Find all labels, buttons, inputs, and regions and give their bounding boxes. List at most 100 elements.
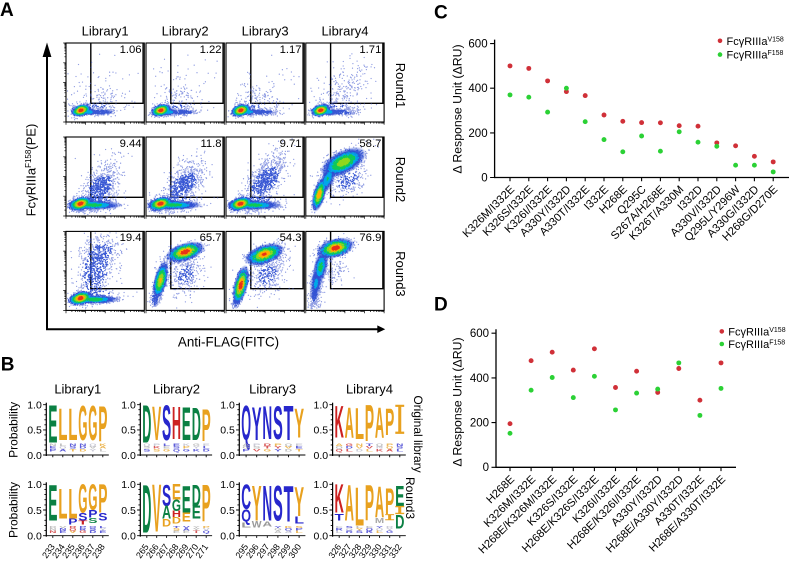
svg-text:A: A bbox=[285, 530, 293, 534]
svg-text:E: E bbox=[183, 530, 190, 534]
svg-text:Probability: Probability bbox=[6, 482, 20, 538]
svg-text:G: G bbox=[386, 530, 394, 534]
svg-text:V: V bbox=[356, 445, 363, 449]
svg-text:R: R bbox=[69, 525, 77, 529]
svg-text:N: N bbox=[79, 443, 86, 447]
svg-text:0.0: 0.0 bbox=[313, 450, 328, 462]
svg-text:D: D bbox=[142, 395, 151, 455]
svg-text:P: P bbox=[253, 443, 261, 447]
svg-text:N: N bbox=[262, 475, 272, 532]
svg-text:L: L bbox=[99, 525, 107, 529]
svg-text:600: 600 bbox=[470, 328, 489, 340]
svg-text:S: S bbox=[98, 511, 107, 524]
svg-text:0.5: 0.5 bbox=[27, 425, 42, 437]
svg-text:N: N bbox=[49, 530, 56, 534]
svg-text:L: L bbox=[396, 448, 404, 452]
svg-text:L: L bbox=[241, 521, 252, 529]
svg-text:G: G bbox=[88, 397, 97, 451]
svg-text:S: S bbox=[273, 397, 283, 450]
svg-text:D: D bbox=[162, 517, 172, 530]
svg-text:P: P bbox=[365, 473, 374, 531]
svg-text:L: L bbox=[203, 445, 211, 449]
svg-text:A: A bbox=[336, 443, 344, 447]
svg-text:E: E bbox=[395, 481, 404, 513]
svg-text:Library2: Library2 bbox=[153, 382, 200, 397]
svg-text:E: E bbox=[59, 530, 66, 534]
svg-text:S: S bbox=[153, 448, 160, 452]
svg-text:A: A bbox=[262, 520, 273, 528]
svg-text:E: E bbox=[99, 530, 106, 534]
svg-text:D: D bbox=[356, 448, 364, 452]
svg-text:A: A bbox=[183, 528, 191, 532]
svg-text:R: R bbox=[386, 525, 394, 529]
svg-text:P: P bbox=[88, 508, 97, 521]
svg-text:9.44: 9.44 bbox=[120, 138, 142, 150]
svg-text:Library3: Library3 bbox=[249, 382, 296, 397]
svg-text:A: A bbox=[0, 0, 14, 21]
svg-text:V: V bbox=[152, 398, 161, 451]
svg-text:G: G bbox=[172, 497, 181, 515]
svg-text:L: L bbox=[58, 398, 67, 449]
svg-text:Q: Q bbox=[203, 530, 210, 534]
svg-text:K: K bbox=[285, 525, 294, 529]
svg-text:Δ Response Unit (ΔRU): Δ Response Unit (ΔRU) bbox=[451, 337, 465, 466]
svg-text:600: 600 bbox=[468, 39, 487, 51]
svg-text:S: S bbox=[273, 475, 283, 532]
svg-text:L: L bbox=[346, 448, 354, 452]
svg-text:P: P bbox=[386, 443, 393, 447]
svg-text:S: S bbox=[88, 516, 97, 524]
svg-text:R: R bbox=[79, 528, 87, 532]
svg-text:0.0: 0.0 bbox=[220, 450, 235, 462]
svg-text:P: P bbox=[274, 443, 282, 447]
svg-text:G: G bbox=[79, 530, 86, 534]
svg-text:E: E bbox=[49, 445, 56, 449]
svg-text:L: L bbox=[163, 443, 171, 447]
svg-text:T: T bbox=[284, 397, 294, 451]
svg-text:K: K bbox=[183, 443, 191, 447]
svg-text:G: G bbox=[88, 477, 97, 518]
svg-text:L: L bbox=[355, 399, 364, 449]
svg-text:Library1: Library1 bbox=[82, 24, 129, 39]
svg-text:0: 0 bbox=[483, 462, 489, 474]
svg-text:19.4: 19.4 bbox=[120, 232, 142, 244]
svg-text:G: G bbox=[183, 448, 190, 452]
svg-text:L: L bbox=[68, 480, 77, 528]
svg-text:0.5: 0.5 bbox=[220, 425, 235, 437]
svg-text:P: P bbox=[242, 448, 250, 452]
svg-text:K: K bbox=[99, 443, 107, 447]
svg-text:1.0: 1.0 bbox=[313, 400, 328, 412]
svg-text:D: D bbox=[79, 448, 87, 452]
svg-text:H: H bbox=[172, 397, 181, 450]
svg-text:V: V bbox=[59, 525, 66, 529]
svg-text:G: G bbox=[263, 448, 271, 452]
svg-text:0.5: 0.5 bbox=[313, 505, 328, 517]
svg-text:0.0: 0.0 bbox=[220, 531, 235, 543]
svg-text:V: V bbox=[203, 528, 210, 532]
svg-text:P: P bbox=[68, 517, 77, 526]
svg-text:R: R bbox=[346, 530, 354, 534]
svg-text:R: R bbox=[336, 528, 344, 532]
svg-text:E: E bbox=[192, 504, 201, 524]
svg-text:V: V bbox=[89, 445, 96, 449]
svg-text:P: P bbox=[183, 445, 190, 449]
svg-text:D: D bbox=[192, 400, 201, 451]
svg-text:N: N bbox=[69, 443, 76, 447]
svg-text:E: E bbox=[48, 473, 57, 531]
svg-text:A: A bbox=[274, 530, 282, 534]
svg-text:A: A bbox=[242, 443, 250, 447]
svg-text:9.71: 9.71 bbox=[280, 138, 302, 150]
svg-text:D: D bbox=[395, 512, 404, 533]
svg-text:Round2: Round2 bbox=[393, 157, 408, 203]
svg-text:Q: Q bbox=[336, 445, 343, 449]
svg-text:0.0: 0.0 bbox=[121, 531, 136, 543]
svg-text:V: V bbox=[183, 525, 190, 529]
svg-text:200: 200 bbox=[470, 418, 489, 430]
svg-text:D: D bbox=[89, 530, 97, 534]
svg-text:76.9: 76.9 bbox=[359, 232, 381, 244]
svg-text:S: S bbox=[253, 445, 261, 449]
svg-text:A: A bbox=[375, 397, 384, 447]
svg-text:P: P bbox=[79, 525, 86, 529]
svg-text:E: E bbox=[173, 443, 180, 447]
svg-text:0.0: 0.0 bbox=[27, 450, 42, 462]
svg-text:A: A bbox=[99, 445, 107, 449]
